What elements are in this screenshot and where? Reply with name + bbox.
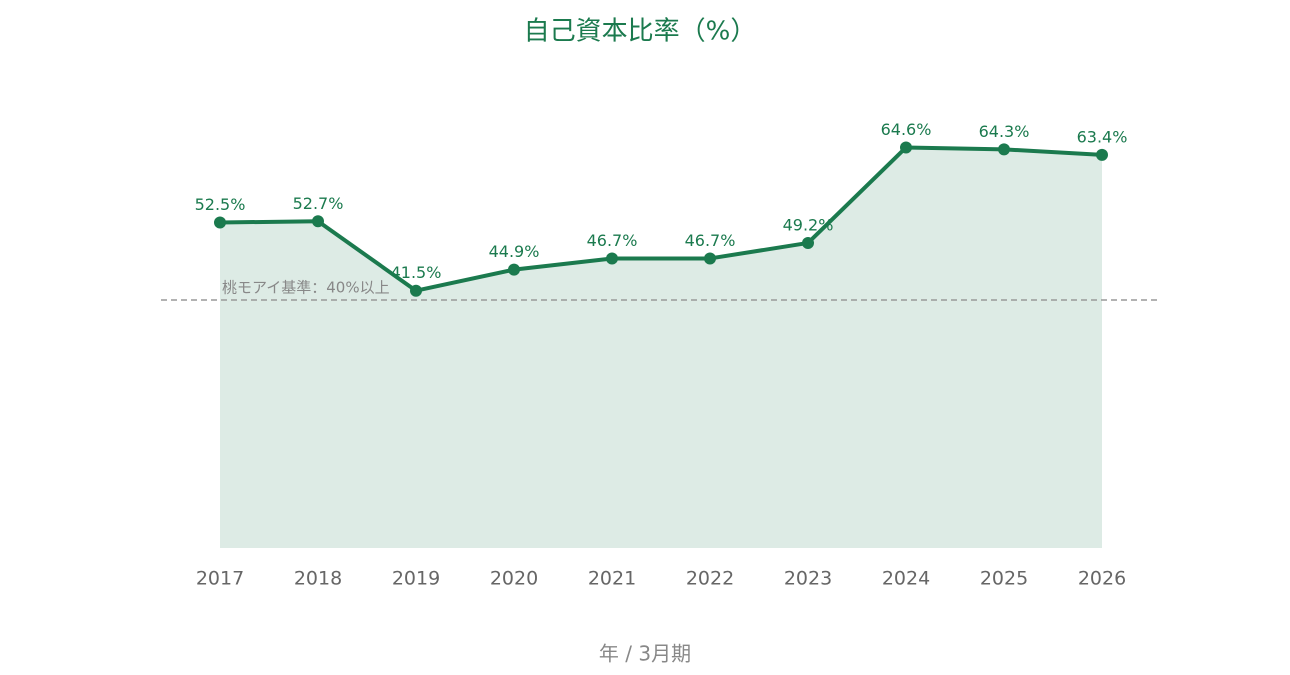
x-tick-label: 2021 — [588, 568, 636, 590]
data-label: 52.5% — [195, 195, 246, 214]
data-label: 63.4% — [1077, 127, 1128, 146]
marker — [704, 252, 716, 265]
data-label: 46.7% — [587, 231, 638, 250]
marker — [1096, 148, 1108, 161]
data-label: 41.5% — [391, 263, 442, 282]
line — [219, 145, 1103, 293]
data-label: 49.2% — [783, 215, 834, 234]
data-label: 64.6% — [881, 120, 932, 139]
data-label: 52.7% — [293, 194, 344, 213]
marker — [606, 252, 618, 265]
area — [220, 147, 1102, 549]
reference-label: 桃モアイ基準：40%以上 — [222, 279, 390, 297]
marker — [508, 263, 520, 276]
x-tick-label: 2020 — [490, 568, 538, 590]
x-tick-label: 2019 — [392, 568, 440, 590]
marker — [998, 143, 1010, 156]
x-tick-label: 2018 — [294, 568, 342, 590]
x-tick-label: 2017 — [196, 568, 244, 590]
x-tick-label: 2022 — [686, 568, 734, 590]
x-tick-label: 2023 — [784, 568, 832, 590]
marker — [312, 215, 324, 228]
marker — [410, 284, 422, 297]
data-label: 44.9% — [489, 242, 540, 261]
x-tick-label: 2026 — [1078, 568, 1126, 590]
x-tick-label: 2025 — [980, 568, 1028, 590]
marker — [214, 216, 226, 229]
marker — [802, 236, 814, 249]
x-tick-label: 2024 — [882, 568, 930, 590]
marker — [900, 141, 912, 154]
x-axis-label: 年 / 3月期 — [599, 642, 691, 666]
data-label: 46.7% — [685, 231, 736, 250]
data-label: 64.3% — [979, 122, 1030, 141]
chart-title: 自己資本比率（%） — [524, 17, 757, 47]
